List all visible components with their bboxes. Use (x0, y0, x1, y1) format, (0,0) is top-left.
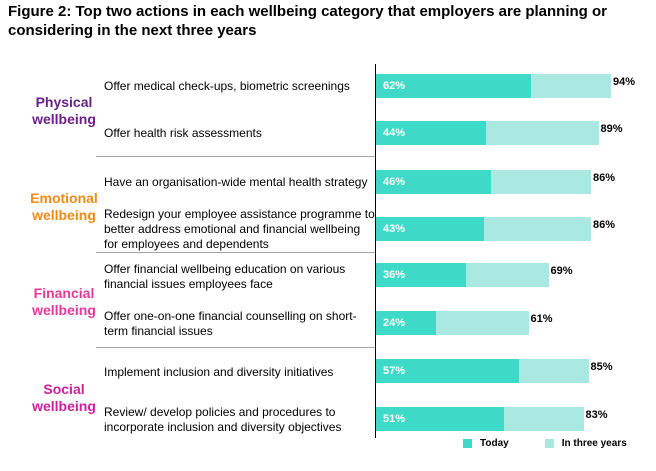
bar-today-label: 44% (383, 127, 406, 139)
bar-today (376, 407, 504, 431)
bar-in-three-years-label: 83% (585, 409, 608, 421)
category-physical-line1: Physical (35, 94, 93, 110)
bar-in-three-years-label: 94% (613, 76, 636, 88)
bar-in-three-years-label: 89% (600, 123, 623, 135)
bar-today-label: 57% (383, 365, 406, 377)
bar-today-label: 51% (383, 413, 406, 425)
bar-today (376, 263, 466, 287)
legend-label-today: Today (480, 438, 509, 449)
category-financial-line2: wellbeing (32, 302, 96, 318)
category-social-line2: wellbeing (32, 398, 96, 414)
bar-today (376, 74, 531, 98)
category-emotional: Emotional wellbeing (10, 190, 118, 224)
bar-today-label: 62% (383, 80, 406, 92)
category-emotional-line2: wellbeing (32, 207, 96, 223)
bar-today (376, 121, 486, 145)
category-physical-line2: wellbeing (32, 111, 96, 127)
category-financial: Financial wellbeing (10, 285, 118, 319)
bar-in-three-years-label: 69% (550, 265, 573, 277)
bar-today (376, 311, 436, 335)
bar-in-three-years-label: 85% (590, 361, 613, 373)
action-label: Implement inclusion and diversity initia… (104, 364, 334, 379)
category-financial-line1: Financial (33, 285, 95, 301)
category-separator (96, 252, 376, 253)
category-social: Social wellbeing (10, 381, 118, 415)
action-label: Review/ develop policies and procedures … (104, 405, 342, 434)
bar-today-label: 24% (383, 317, 406, 329)
bar-today (376, 359, 519, 383)
category-physical: Physical wellbeing (10, 94, 118, 128)
bar-in-three-years-label: 86% (593, 172, 616, 184)
action-label: Offer one-on-one financial counselling o… (104, 309, 357, 338)
bar-in-three-years-label: 61% (530, 313, 553, 325)
chart-axis (375, 64, 376, 438)
action-label: Offer health risk assessments (104, 125, 262, 140)
category-social-line1: Social (43, 381, 85, 397)
action-label: Offer medical check-ups, biometric scree… (104, 78, 350, 93)
bar-today-label: 43% (383, 223, 406, 235)
category-separator (96, 156, 376, 157)
category-separator (96, 347, 376, 348)
bar-today-label: 46% (383, 176, 406, 188)
legend: Today In three years (463, 438, 627, 449)
category-emotional-line1: Emotional (30, 190, 98, 206)
action-label: Have an organisation-wide mental health … (104, 174, 368, 189)
bar-today (376, 217, 484, 241)
bar-today (376, 170, 491, 194)
legend-swatch-future (544, 439, 554, 448)
action-label: Redesign your employee assistance progra… (104, 206, 375, 251)
legend-label-future: In three years (561, 438, 627, 449)
bar-today-label: 36% (383, 269, 406, 281)
chart-title: Figure 2: Top two actions in each wellbe… (8, 3, 607, 39)
bar-in-three-years-label: 86% (593, 219, 616, 231)
action-label: Offer financial wellbeing education on v… (104, 262, 346, 291)
legend-swatch-today (463, 439, 472, 448)
